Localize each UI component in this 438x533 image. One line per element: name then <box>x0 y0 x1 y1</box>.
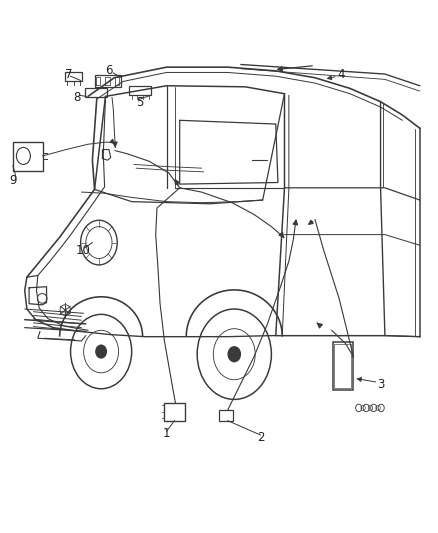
Text: 2: 2 <box>257 431 264 444</box>
Text: 9: 9 <box>9 174 17 187</box>
FancyBboxPatch shape <box>219 410 233 421</box>
Text: 10: 10 <box>75 244 90 257</box>
FancyBboxPatch shape <box>334 344 351 387</box>
FancyBboxPatch shape <box>164 402 185 421</box>
Text: 1: 1 <box>163 427 170 440</box>
Text: 3: 3 <box>377 378 384 391</box>
Circle shape <box>228 347 240 362</box>
FancyBboxPatch shape <box>95 75 121 87</box>
FancyBboxPatch shape <box>332 342 353 390</box>
Text: 7: 7 <box>65 68 72 80</box>
Text: 8: 8 <box>74 91 81 104</box>
FancyBboxPatch shape <box>13 142 42 171</box>
Text: 4: 4 <box>338 68 345 80</box>
FancyBboxPatch shape <box>65 72 82 82</box>
FancyBboxPatch shape <box>85 88 107 98</box>
Text: 6: 6 <box>105 64 113 77</box>
Text: 5: 5 <box>136 96 143 109</box>
FancyBboxPatch shape <box>130 86 151 95</box>
Circle shape <box>96 345 106 358</box>
